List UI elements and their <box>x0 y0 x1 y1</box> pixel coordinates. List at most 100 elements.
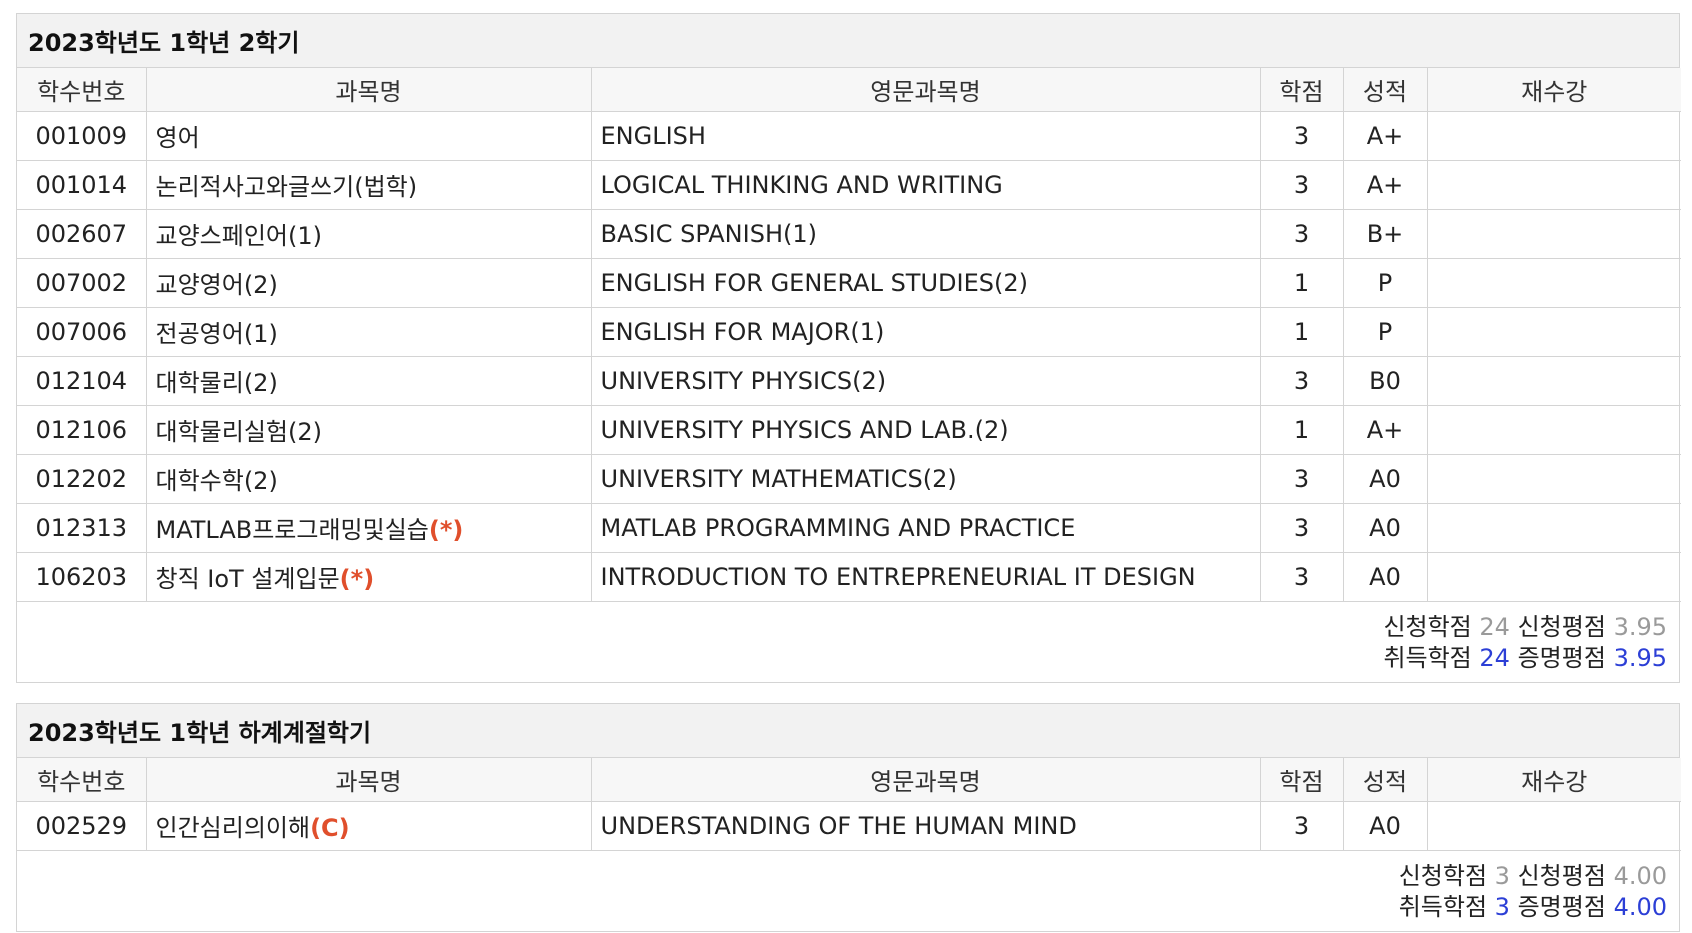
retake <box>1427 405 1681 455</box>
table-row: 007006 전공영어(1) ENGLISH FOR MAJOR(1) 1 P <box>17 307 1681 357</box>
grade: A0 <box>1343 454 1428 504</box>
course-name: 교양스페인어(1) <box>146 209 592 259</box>
table-header-row: 학수번호 과목명 영문과목명 학점 성적 재수강 <box>17 68 1681 112</box>
applied-credits-label: 신청학점 <box>1398 861 1488 890</box>
english-name: LOGICAL THINKING AND WRITING <box>591 160 1261 210</box>
course-code: 001009 <box>17 111 147 161</box>
applied-credits-label: 신청학점 <box>1383 612 1472 641</box>
credit: 3 <box>1260 111 1344 161</box>
summary-line-earned: 취득학점 3 증명평점 4.00 <box>17 892 1667 923</box>
table-row: 012202 대학수학(2) UNIVERSITY MATHEMATICS(2) 3 A… <box>17 454 1681 504</box>
certified-gpa-label: 증명평점 <box>1517 643 1606 672</box>
summary-line-earned: 취득학점 24 증명평점 3.95 <box>17 643 1667 674</box>
header-grade: 성적 <box>1343 758 1428 802</box>
credit: 3 <box>1260 801 1344 851</box>
english-name: BASIC SPANISH(1) <box>591 209 1261 259</box>
header-retake: 재수강 <box>1427 758 1681 802</box>
header-course-code: 학수번호 <box>17 68 147 112</box>
credit: 1 <box>1260 405 1344 455</box>
retake <box>1427 160 1681 210</box>
table-row: 012106 대학물리실험(2) UNIVERSITY PHYSICS AND LA… <box>17 405 1681 455</box>
course-name: 전공영어(1) <box>146 307 592 357</box>
course-name-text: 대학수학(2) <box>155 467 278 495</box>
table-row: 106203 창직 IoT 설계입문(*) INTRODUCTION TO ENTR… <box>17 552 1681 602</box>
grade: A0 <box>1343 801 1428 851</box>
course-name: 논리적사고와글쓰기(법학) <box>146 160 592 210</box>
certified-gpa-value: 3.95 <box>1613 643 1667 672</box>
table-row: 001009 영어 ENGLISH 3 A+ <box>17 111 1681 161</box>
english-name: ENGLISH <box>591 111 1261 161</box>
course-name-text: 영어 <box>155 124 200 152</box>
credit: 3 <box>1260 454 1344 504</box>
header-credit: 학점 <box>1260 68 1344 112</box>
english-name: UNIVERSITY MATHEMATICS(2) <box>591 454 1261 504</box>
course-name: MATLAB프로그래밍및실습(*) <box>146 503 592 553</box>
earned-credits-label: 취득학점 <box>1383 643 1472 672</box>
course-name-text: 인간심리의이해 <box>155 814 311 842</box>
table-header-row: 학수번호 과목명 영문과목명 학점 성적 재수강 <box>17 758 1681 802</box>
course-name: 대학물리실험(2) <box>146 405 592 455</box>
course-code: 007006 <box>17 307 147 357</box>
course-name: 영어 <box>146 111 592 161</box>
retake <box>1427 503 1681 553</box>
english-name: ENGLISH FOR GENERAL STUDIES(2) <box>591 258 1261 308</box>
grade: B0 <box>1343 356 1428 406</box>
grade: P <box>1343 307 1428 357</box>
course-code: 012104 <box>17 356 147 406</box>
course-name-text: 교양스페인어(1) <box>155 222 322 250</box>
course-code: 012313 <box>17 503 147 553</box>
header-course-code: 학수번호 <box>17 758 147 802</box>
course-code: 002607 <box>17 209 147 259</box>
grade: A0 <box>1343 503 1428 553</box>
applied-credits-value: 24 <box>1479 612 1510 641</box>
grade: B+ <box>1343 209 1428 259</box>
credit: 3 <box>1260 209 1344 259</box>
header-credit: 학점 <box>1260 758 1344 802</box>
course-name-text: MATLAB프로그래밍및실습 <box>155 516 429 544</box>
certified-gpa-value: 4.00 <box>1613 892 1667 921</box>
course-name: 대학수학(2) <box>146 454 592 504</box>
earned-credits-label: 취득학점 <box>1398 892 1488 921</box>
semester-panel: 2023학년도 1학년 하계계절학기 학수번호 과목명 영문과목명 학점 성적 … <box>16 703 1681 932</box>
table-row: 012313 MATLAB프로그래밍및실습(*) MATLAB PROGRAMMIN… <box>17 503 1681 553</box>
retake <box>1427 258 1681 308</box>
retake <box>1427 552 1681 602</box>
table-row: 002529 인간심리의이해(C) UNDERSTANDING OF THE HUM… <box>17 801 1681 851</box>
applied-gpa-label: 신청평점 <box>1517 861 1606 890</box>
retake <box>1427 356 1681 406</box>
course-name: 인간심리의이해(C) <box>146 801 592 851</box>
header-course-name: 과목명 <box>146 758 592 802</box>
course-code: 007002 <box>17 258 147 308</box>
credit: 3 <box>1260 160 1344 210</box>
header-grade: 성적 <box>1343 68 1428 112</box>
english-name: UNIVERSITY PHYSICS AND LAB.(2) <box>591 405 1261 455</box>
table-row: 012104 대학물리(2) UNIVERSITY PHYSICS(2) 3 B0 <box>17 356 1681 406</box>
applied-gpa-value: 3.95 <box>1613 612 1667 641</box>
course-name: 대학물리(2) <box>146 356 592 406</box>
semester-panel: 2023학년도 1학년 2학기 학수번호 과목명 영문과목명 학점 성적 재수강… <box>16 13 1681 683</box>
grade: A+ <box>1343 111 1428 161</box>
table-row: 001014 논리적사고와글쓰기(법학) LOGICAL THINKING AND … <box>17 160 1681 210</box>
credit: 1 <box>1260 307 1344 357</box>
table-row: 002607 교양스페인어(1) BASIC SPANISH(1) 3 B+ <box>17 209 1681 259</box>
course-mark: (*) <box>428 516 464 544</box>
applied-gpa-value: 4.00 <box>1613 861 1667 890</box>
earned-credits-value: 3 <box>1494 892 1510 921</box>
course-code: 012202 <box>17 454 147 504</box>
credit: 3 <box>1260 356 1344 406</box>
course-mark: (C) <box>310 814 350 842</box>
earned-credits-value: 24 <box>1479 643 1510 672</box>
course-name-text: 전공영어(1) <box>155 320 278 348</box>
course-name-text: 교양영어(2) <box>155 271 278 299</box>
applied-gpa-label: 신청평점 <box>1517 612 1606 641</box>
grade: P <box>1343 258 1428 308</box>
course-code: 012106 <box>17 405 147 455</box>
semester-title: 2023학년도 1학년 하계계절학기 <box>17 704 1679 758</box>
summary-line-applied: 신청학점 3 신청평점 4.00 <box>17 861 1667 892</box>
applied-credits-value: 3 <box>1494 861 1510 890</box>
credit: 1 <box>1260 258 1344 308</box>
header-english-name: 영문과목명 <box>591 68 1261 112</box>
retake <box>1427 307 1681 357</box>
retake <box>1427 209 1681 259</box>
course-code: 106203 <box>17 552 147 602</box>
